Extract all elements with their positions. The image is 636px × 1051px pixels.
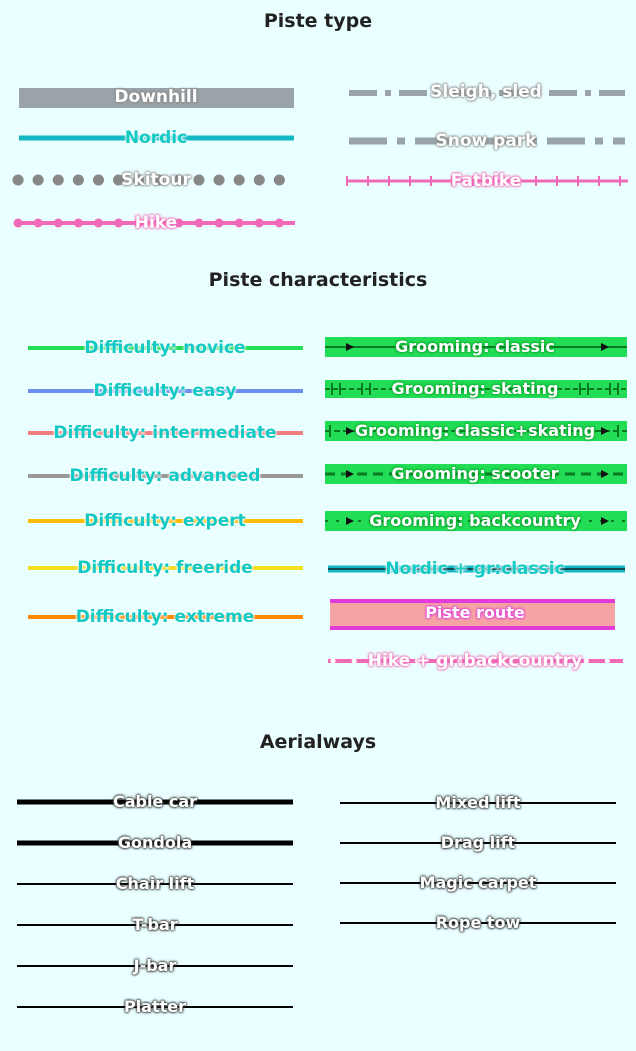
- difficulty-advanced-line-symbol: [28, 474, 303, 478]
- legend-label-platter: Platter: [123, 997, 187, 1016]
- legend-item-difficulty-freeride: Difficulty: freeride: [20, 553, 310, 583]
- legend-item-difficulty-intermediate: Difficulty: intermediate: [20, 418, 310, 448]
- cable-car-line-symbol: [17, 799, 293, 805]
- legend-item-drag-lift: Drag lift: [333, 828, 623, 858]
- legend-item-j-bar: J-bar: [10, 951, 300, 981]
- mixed-lift-line-symbol: [340, 802, 616, 804]
- difficulty-easy-line-symbol: [28, 389, 303, 393]
- legend-item-grooming-classic: Grooming: classic: [318, 332, 632, 362]
- legend-label-difficulty-extreme: Difficulty: extreme: [75, 607, 255, 627]
- piste-characteristics-heading: Piste characteristics: [208, 269, 428, 291]
- grooming-backcountry-symbol: [325, 511, 627, 531]
- platter-line-symbol: [17, 1006, 293, 1008]
- piste-type-heading: Piste type: [263, 10, 373, 32]
- legend-label-skitour: Skitour: [121, 170, 191, 190]
- legend-item-downhill: Downhill: [10, 82, 302, 112]
- legend-item-hike-gr-backcountry: Hike + gr:backcountry: [318, 646, 632, 676]
- legend-label-difficulty-advanced: Difficulty: advanced: [69, 466, 261, 486]
- legend-label-gondola: Gondola: [117, 833, 193, 852]
- legend-item-t-bar: T-bar: [10, 910, 300, 940]
- difficulty-extreme-line-symbol: [28, 615, 303, 619]
- legend-item-difficulty-expert: Difficulty: expert: [20, 506, 310, 536]
- legend-label-grooming-backcountry: Grooming: backcountry: [369, 511, 581, 530]
- legend-item-rope-tow: Rope tow: [333, 908, 623, 938]
- difficulty-intermediate-line-symbol: [28, 431, 303, 435]
- legend-item-platter: Platter: [10, 992, 300, 1022]
- legend-label-chair-lift: Chair lift: [115, 874, 195, 893]
- legend-item-nordic-gr-classic: Nordic + gr:classic: [318, 554, 632, 584]
- legend-label-drag-lift: Drag lift: [440, 833, 516, 852]
- legend-label-difficulty-intermediate: Difficulty: intermediate: [53, 423, 277, 443]
- legend-item-difficulty-extreme: Difficulty: extreme: [20, 602, 310, 632]
- magic-carpet-line-symbol: [340, 882, 616, 884]
- legend-label-grooming-classic-skating: Grooming: classic+skating: [354, 421, 596, 440]
- legend-label-fatbike: Fatbike: [450, 171, 522, 191]
- legend-item-difficulty-easy: Difficulty: easy: [20, 376, 310, 406]
- fatbike-line-symbol: [346, 176, 628, 186]
- legend-item-piste-route: Piste route: [318, 598, 632, 630]
- snow-park-line-symbol: [349, 137, 625, 145]
- legend-item-cable-car: Cable car: [10, 787, 300, 817]
- nordic-gr-classic-symbol: [328, 565, 625, 573]
- legend-label-grooming-classic: Grooming: classic: [395, 337, 555, 356]
- legend-item-mixed-lift: Mixed lift: [333, 788, 623, 818]
- legend-label-magic-carpet: Magic carpet: [419, 873, 537, 892]
- j-bar-line-symbol: [17, 965, 293, 967]
- grooming-skating-symbol: [325, 380, 627, 398]
- legend-item-grooming-backcountry: Grooming: backcountry: [318, 506, 632, 536]
- legend-label-difficulty-novice: Difficulty: novice: [84, 338, 246, 358]
- difficulty-novice-line-symbol: [28, 346, 303, 350]
- legend-label-downhill: Downhill: [114, 87, 198, 107]
- hike-line-symbol: [13, 218, 300, 228]
- difficulty-freeride-line-symbol: [28, 566, 303, 570]
- legend-label-t-bar: T-bar: [132, 915, 178, 934]
- legend-item-grooming-classic-skating: Grooming: classic+skating: [318, 416, 632, 446]
- grooming-classic-skating-symbol: [325, 421, 627, 441]
- legend-label-nordic-gr-classic: Nordic + gr:classic: [385, 559, 565, 579]
- legend-label-rope-tow: Rope tow: [435, 913, 521, 932]
- legend-item-magic-carpet: Magic carpet: [333, 868, 623, 898]
- legend-label-j-bar: J-bar: [133, 956, 177, 975]
- chair-lift-line-symbol: [17, 883, 293, 885]
- legend-item-chair-lift: Chair lift: [10, 869, 300, 899]
- gondola-line-symbol: [17, 840, 293, 846]
- hike-gr-backcountry-symbol: [328, 658, 626, 664]
- legend-label-nordic: Nordic: [124, 128, 188, 148]
- legend-label-piste-route: Piste route: [425, 603, 525, 622]
- legend-label-mixed-lift: Mixed lift: [435, 793, 521, 812]
- difficulty-expert-line-symbol: [28, 519, 303, 523]
- legend-item-difficulty-novice: Difficulty: novice: [20, 333, 310, 363]
- legend-item-sleigh: Sleigh, sled: [340, 77, 632, 107]
- drag-lift-line-symbol: [340, 842, 616, 844]
- legend-label-difficulty-easy: Difficulty: easy: [93, 381, 237, 401]
- sleigh-line-symbol: [349, 90, 625, 96]
- legend-item-grooming-scooter: Grooming: scooter: [318, 459, 632, 489]
- grooming-scooter-symbol: [325, 464, 627, 484]
- legend-label-snow-park: Snow park: [435, 131, 537, 151]
- legend-label-difficulty-freeride: Difficulty: freeride: [77, 558, 253, 578]
- legend-item-difficulty-advanced: Difficulty: advanced: [20, 461, 310, 491]
- skitour-line-symbol: [12, 174, 301, 186]
- downhill-line-symbol: [19, 88, 294, 108]
- legend-item-fatbike: Fatbike: [340, 166, 632, 196]
- legend-item-skitour: Skitour: [10, 165, 302, 195]
- legend-item-hike: Hike: [10, 208, 302, 238]
- legend-item-snow-park: Snow park: [340, 126, 632, 156]
- legend-label-grooming-skating: Grooming: skating: [391, 379, 559, 398]
- legend-label-grooming-scooter: Grooming: scooter: [391, 464, 559, 483]
- legend-label-hike-gr-backcountry: Hike + gr:backcountry: [367, 651, 583, 671]
- piste-route-symbol: [330, 599, 615, 630]
- legend-label-sleigh: Sleigh, sled: [430, 82, 542, 102]
- legend-item-gondola: Gondola: [10, 828, 300, 858]
- legend-item-nordic: Nordic: [10, 123, 302, 153]
- legend-label-cable-car: Cable car: [112, 792, 198, 811]
- nordic-line-symbol: [19, 135, 294, 141]
- legend-label-difficulty-expert: Difficulty: expert: [84, 511, 246, 531]
- legend-item-grooming-skating: Grooming: skating: [318, 374, 632, 404]
- aerialways-heading: Aerialways: [259, 731, 377, 753]
- grooming-classic-symbol: [325, 337, 627, 357]
- legend-label-hike: Hike: [134, 213, 178, 233]
- rope-tow-line-symbol: [340, 922, 616, 924]
- t-bar-line-symbol: [17, 924, 293, 926]
